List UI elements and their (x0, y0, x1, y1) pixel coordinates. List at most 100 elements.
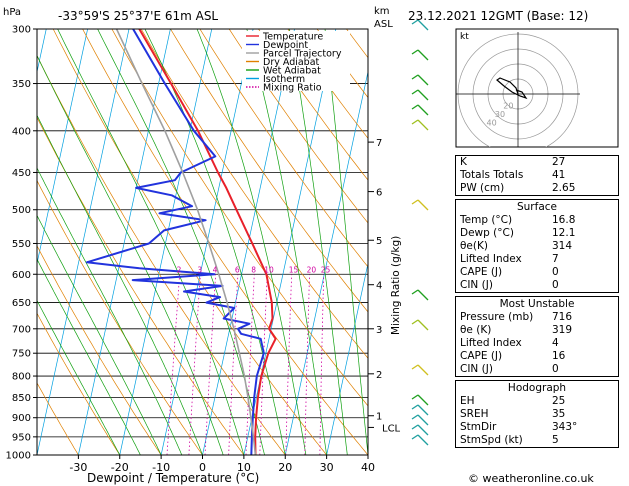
axes: 2 3 4 6 8 10 15 20 25300350400450500550600650700… (6, 25, 401, 475)
pressure-tick-label: 600 (12, 270, 31, 281)
background-grid (37, 29, 368, 455)
temp-tick-label: 20 (278, 461, 292, 474)
km-tick-label: 7 (376, 138, 382, 149)
wet-adiabat (196, 29, 307, 455)
wind-barb-flag (411, 49, 419, 55)
dry-adiabat (170, 29, 368, 313)
legend-label: Wet Adiabat (263, 66, 321, 77)
mixing-ratio-line (319, 274, 325, 455)
km-tick-label: 1 (376, 412, 382, 423)
row-value: 7 (552, 253, 559, 265)
mixing-ratio-label: 3 (197, 265, 202, 274)
wind-barb (417, 319, 429, 331)
wind-barb-flag (411, 404, 419, 410)
isotherm (284, 70, 368, 455)
wet-adiabat (324, 29, 368, 455)
legend-label: Mixing Ratio (263, 83, 322, 94)
wet-adiabat (246, 29, 327, 455)
lcl-label: LCL (382, 423, 401, 434)
hodograph-ring-label: 20 (503, 102, 513, 111)
dry-adiabat (140, 29, 368, 359)
wind-barb-flag (411, 289, 419, 295)
wet-adiabat (37, 167, 183, 455)
km-tick-label: 4 (376, 281, 382, 292)
row-label: Totals Totals (460, 169, 524, 181)
hodograph-trace (496, 77, 528, 100)
row-label: θe(K) (460, 240, 488, 252)
wind-barb-flag (411, 414, 419, 420)
wind-barbs (411, 19, 429, 446)
series-temperature (138, 29, 277, 455)
isotherm (78, 29, 171, 455)
mixing-ratio-label: 2 (177, 265, 182, 274)
mu-row: Pressure (mb) 716 (456, 311, 618, 324)
wet-adiabat (37, 114, 203, 455)
row-value: 4 (552, 337, 559, 349)
dry-adiabat (82, 29, 368, 455)
mu-row: CAPE (J) 16 (456, 350, 618, 363)
row-value: 27 (552, 156, 566, 168)
surface-table: Surface Temp (°C) 16.8 Dewp (°C) 12.1 θe(K… (455, 199, 619, 293)
isotherm (37, 29, 130, 455)
row-label: Temp (°C) (460, 214, 513, 226)
pressure-tick-label: 900 (12, 413, 31, 424)
wind-barb-flag (411, 74, 419, 80)
pressure-tick-label: 700 (12, 324, 31, 335)
wind-barb (417, 434, 429, 446)
wind-barb-flag (411, 424, 419, 430)
hodo-row: StmDir 343° (456, 421, 618, 434)
isotherm (160, 29, 254, 455)
temp-tick-label: 10 (237, 461, 251, 474)
wind-barb-flag (411, 199, 419, 205)
dry-adiabat (37, 382, 79, 455)
row-label: Pressure (mb) (460, 311, 534, 323)
hodo-row: SREH 35 (456, 408, 618, 421)
mixing-ratio-line (245, 274, 255, 455)
isotherm (202, 29, 295, 455)
wind-barb (417, 364, 429, 376)
row-value: 35 (552, 408, 566, 420)
temp-tick-label: -10 (152, 461, 170, 474)
legend-background (242, 31, 350, 91)
row-label: Lifted Index (460, 337, 522, 349)
row-label: Dewp (°C) (460, 227, 514, 239)
row-value: 0 (552, 266, 559, 278)
wind-barb (417, 49, 429, 61)
row-value: 16 (552, 350, 566, 362)
dry-adiabat (37, 245, 162, 455)
wet-adiabat (37, 54, 224, 455)
surface-row: CAPE (J) 0 (456, 266, 618, 279)
wind-barb (417, 424, 429, 436)
row-label: CIN (J) (460, 279, 493, 291)
mixing-ratio-label: 10 (264, 265, 274, 274)
isotherm (119, 29, 213, 455)
dry-adiabat (228, 29, 368, 224)
wind-barb (417, 394, 429, 406)
isotherm (37, 29, 88, 266)
row-value: 41 (552, 169, 566, 181)
series-dewpoint (85, 29, 265, 455)
temp-tick-label: -30 (69, 461, 87, 474)
km-tick-label: 2 (376, 370, 382, 381)
surface-title: Surface (516, 201, 557, 213)
row-label: θe (K) (460, 324, 492, 336)
temp-tick-label: -20 (111, 461, 129, 474)
temp-tick-label: 40 (361, 461, 375, 474)
indices-row: Totals Totals 41 (456, 169, 618, 182)
hodo-row: EH 25 (456, 395, 618, 408)
row-label: PW (cm) (460, 182, 505, 194)
hodograph-unit-label: kt (460, 32, 469, 42)
row-label: StmSpd (kt) (460, 434, 523, 446)
mixing-ratio-line (228, 274, 239, 455)
row-label: CAPE (J) (460, 266, 503, 278)
hodo-row: StmSpd (kt) 5 (456, 434, 618, 447)
row-value: 12.1 (552, 227, 576, 239)
row-label: SREH (460, 408, 489, 420)
row-label: StmDir (460, 421, 497, 433)
row-value: 319 (552, 324, 573, 336)
pressure-tick-label: 400 (12, 126, 31, 137)
pressure-tick-label: 1000 (6, 451, 31, 462)
pressure-tick-label: 350 (12, 79, 31, 90)
